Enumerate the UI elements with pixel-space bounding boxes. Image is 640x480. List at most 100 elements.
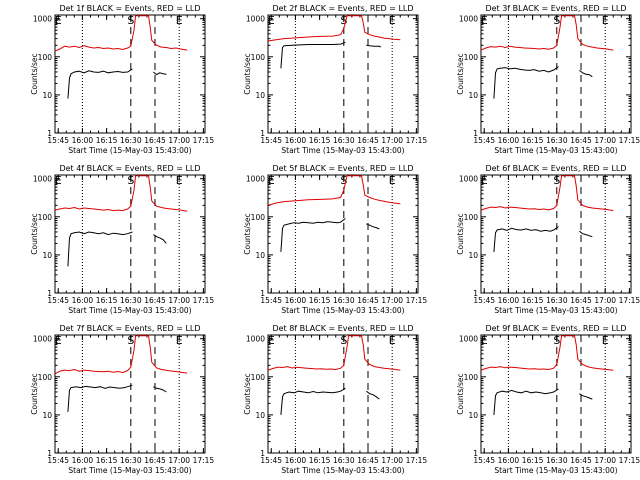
x-tick-label: 16:45 — [144, 296, 166, 305]
y-tick-label: 1 — [47, 129, 52, 138]
panel-title: Det 6f BLACK = Events, RED = LLD — [485, 164, 626, 173]
x-tick-label: 15:45 — [260, 296, 282, 305]
panel-title: Det 8f BLACK = Events, RED = LLD — [272, 324, 413, 333]
y-tick-label: 10 — [468, 91, 478, 100]
panel-title: Det 4f BLACK = Events, RED = LLD — [59, 164, 200, 173]
y-tick-label: 100 — [251, 53, 266, 62]
series-lld — [267, 15, 401, 42]
x-axis-label: Start Time (15-May-03 15:43:00) — [281, 306, 404, 315]
series-lld — [480, 335, 614, 371]
y-tick-label: 100 — [251, 213, 266, 222]
x-tick-label: 15:45 — [47, 296, 69, 305]
x-tick-label: 16:30 — [120, 296, 142, 305]
plot-frame — [54, 334, 206, 454]
event-marker-e: E — [389, 174, 396, 187]
event-marker-e: E — [602, 14, 609, 27]
series-events — [67, 231, 133, 267]
series-lld — [480, 175, 614, 212]
series-events — [493, 226, 559, 252]
event-marker-s: S — [127, 334, 134, 347]
x-tick-label: 16:30 — [120, 136, 142, 145]
y-tick-label: 1000 — [33, 335, 52, 344]
y-tick-label: 1 — [260, 129, 265, 138]
panel-title: Det 3f BLACK = Events, RED = LLD — [485, 4, 626, 13]
x-tick-label: 16:15 — [522, 136, 544, 145]
y-tick-label: 1 — [47, 449, 52, 458]
x-tick-label: 16:30 — [546, 456, 568, 465]
event-marker-e: E — [481, 174, 488, 187]
x-tick-label: 16:15 — [96, 136, 118, 145]
y-tick-label: 100 — [38, 213, 53, 222]
x-axis-label: Start Time (15-May-03 15:43:00) — [68, 466, 191, 475]
x-tick-label: 17:15 — [619, 136, 640, 145]
event-marker-e: E — [481, 334, 488, 347]
y-tick-label: 1000 — [246, 15, 265, 24]
series-events — [280, 41, 346, 69]
y-tick-label: 10 — [255, 251, 265, 260]
series-lld — [54, 175, 188, 212]
detector-panel-4: Det 4f BLACK = Events, RED = LLD 1 10 100 10… — [30, 164, 214, 315]
event-marker-s: S — [340, 174, 347, 187]
x-axis-label: Start Time (15-May-03 15:43:00) — [494, 306, 617, 315]
x-tick-label: 15:45 — [260, 456, 282, 465]
y-axis-label: Counts/sec — [456, 373, 465, 414]
y-tick-label: 1000 — [459, 15, 478, 24]
x-tick-label: 16:45 — [357, 296, 379, 305]
event-marker-s: S — [127, 14, 134, 27]
detector-panel-3: Det 3f BLACK = Events, RED = LLD 1 10 100 10… — [456, 4, 640, 155]
series-lld — [267, 335, 401, 371]
event-marker-e: E — [176, 14, 183, 27]
series-events — [493, 66, 559, 99]
event-marker-s: S — [340, 334, 347, 347]
event-marker-e: E — [55, 14, 62, 27]
x-tick-label: 16:00 — [72, 136, 94, 145]
x-tick-label: 15:45 — [47, 136, 69, 145]
x-tick-label: 17:15 — [193, 456, 215, 465]
event-marker-s: S — [340, 14, 347, 27]
x-tick-label: 16:15 — [309, 296, 331, 305]
y-axis-label: Counts/sec — [243, 213, 252, 254]
event-marker-e: E — [268, 174, 275, 187]
x-axis-label: Start Time (15-May-03 15:43:00) — [68, 306, 191, 315]
plot-frame — [54, 174, 206, 294]
panel-title: Det 1f BLACK = Events, RED = LLD — [59, 4, 200, 13]
x-tick-label: 17:00 — [381, 456, 403, 465]
x-tick-label: 17:00 — [168, 296, 190, 305]
x-tick-label: 16:00 — [498, 456, 520, 465]
event-marker-e: E — [481, 14, 488, 27]
y-axis-label: Counts/sec — [30, 53, 39, 94]
x-tick-label: 16:30 — [546, 136, 568, 145]
x-tick-label: 16:45 — [144, 136, 166, 145]
event-marker-e: E — [268, 334, 275, 347]
series-events-post — [366, 44, 382, 48]
series-events — [493, 388, 559, 415]
x-tick-label: 16:30 — [333, 296, 355, 305]
series-events-post — [579, 230, 593, 238]
event-marker-s: S — [553, 174, 560, 187]
x-axis-label: Start Time (15-May-03 15:43:00) — [68, 146, 191, 155]
y-tick-label: 1000 — [459, 335, 478, 344]
x-tick-label: 16:15 — [309, 456, 331, 465]
x-tick-label: 16:45 — [357, 456, 379, 465]
y-tick-label: 1000 — [33, 15, 52, 24]
x-tick-label: 16:00 — [285, 456, 307, 465]
x-tick-label: 15:45 — [260, 136, 282, 145]
series-events-post — [579, 70, 593, 78]
event-marker-e: E — [176, 174, 183, 187]
x-tick-label: 15:45 — [473, 456, 495, 465]
detector-panel-6: Det 6f BLACK = Events, RED = LLD 1 10 100 10… — [456, 164, 640, 315]
x-axis-label: Start Time (15-May-03 15:43:00) — [494, 466, 617, 475]
x-tick-label: 16:30 — [120, 456, 142, 465]
event-marker-s: S — [127, 174, 134, 187]
y-axis-label: Counts/sec — [456, 213, 465, 254]
detector-panel-8: Det 8f BLACK = Events, RED = LLD 1 10 100 10… — [243, 324, 427, 475]
y-tick-label: 10 — [42, 251, 52, 260]
y-tick-label: 1000 — [246, 335, 265, 344]
x-tick-label: 16:15 — [96, 296, 118, 305]
y-tick-label: 10 — [255, 411, 265, 420]
detector-panel-2: Det 2f BLACK = Events, RED = LLD 1 10 100 10… — [243, 4, 427, 155]
event-marker-e: E — [602, 334, 609, 347]
y-tick-label: 1 — [473, 129, 478, 138]
panel-title: Det 7f BLACK = Events, RED = LLD — [59, 324, 200, 333]
x-tick-label: 15:45 — [47, 456, 69, 465]
